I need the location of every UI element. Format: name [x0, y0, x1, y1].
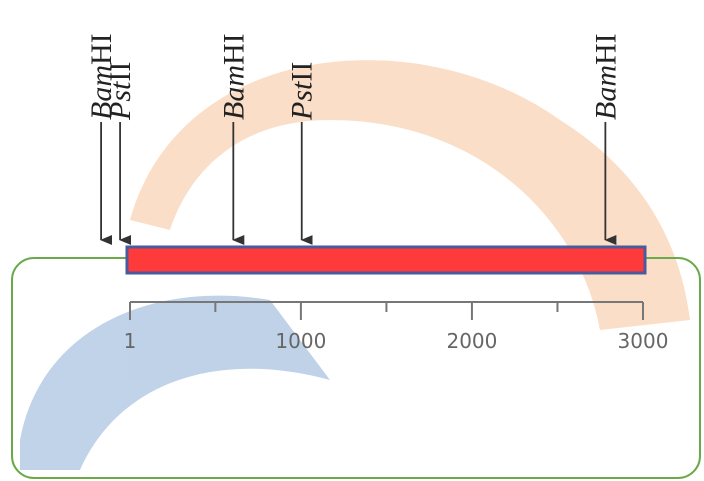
site-label: PstII [104, 62, 137, 121]
site-label: BamHI [217, 33, 250, 120]
enzyme-name: Bam [217, 65, 250, 120]
enzyme-suffix: HI [85, 33, 118, 65]
enzyme-name: Pst [104, 81, 137, 121]
site-label: BamHI [589, 33, 622, 120]
enzyme-suffix: II [104, 62, 137, 82]
enzyme-name: Pst [286, 81, 319, 121]
insert-bar [127, 247, 645, 273]
enzyme-suffix: HI [217, 33, 250, 65]
tick-label: 1 [124, 329, 137, 353]
enzyme-name: Bam [589, 65, 622, 120]
tick-label: 1000 [275, 329, 326, 353]
enzyme-suffix: HI [589, 33, 622, 65]
tick-label: 3000 [618, 329, 669, 353]
site-label: PstII [286, 62, 319, 121]
tick-label: 2000 [446, 329, 497, 353]
enzyme-suffix: II [286, 62, 319, 82]
restriction-map: 1100020003000BamHIPstIIBamHIPstIIBamHI [0, 0, 704, 481]
